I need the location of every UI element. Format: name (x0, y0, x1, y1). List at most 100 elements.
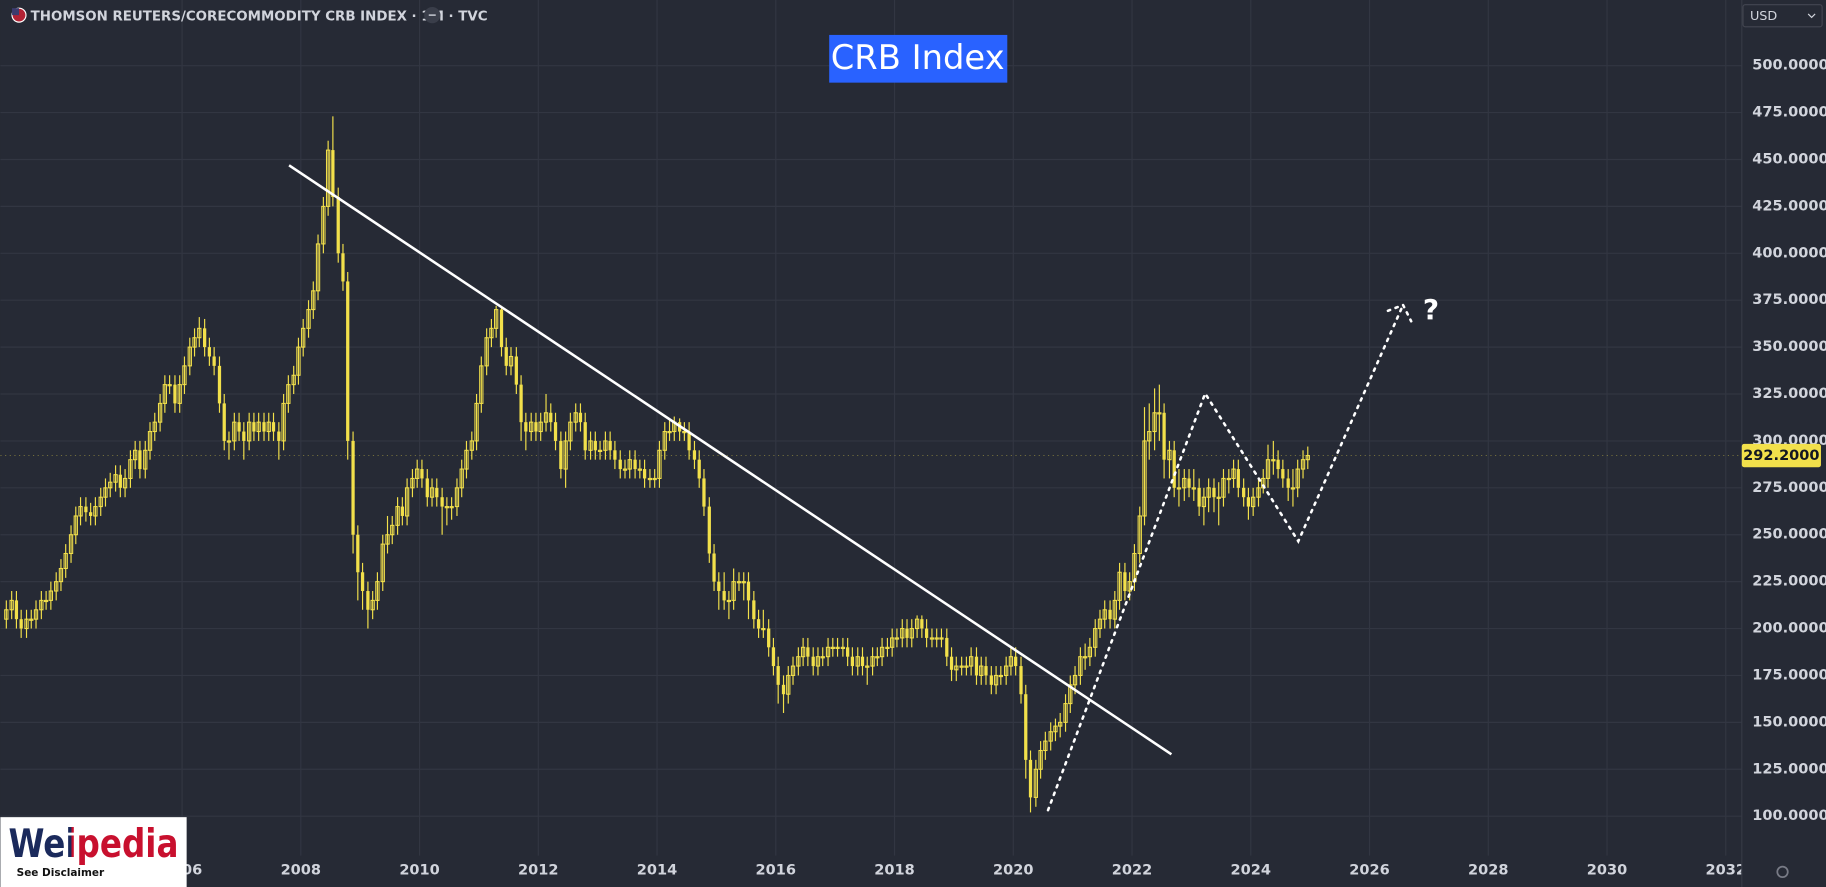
candle-body (296, 346, 301, 376)
candle-body (1256, 487, 1261, 498)
candle-body (390, 524, 395, 536)
candle-body (479, 365, 484, 404)
candle-body (865, 665, 870, 668)
candle-body (776, 666, 780, 685)
candle-body (697, 459, 701, 479)
candle-body (366, 591, 370, 610)
candle-body (637, 468, 642, 471)
candle-body (549, 412, 553, 423)
candle-body (529, 421, 534, 433)
candle-body (494, 309, 499, 329)
candle-body (138, 450, 142, 470)
currency[interactable]: USD (1750, 9, 1777, 24)
candle-body (603, 440, 608, 451)
candle-body (113, 474, 118, 483)
candle-body (830, 646, 835, 649)
candle-body (559, 440, 563, 470)
candle-body (692, 450, 697, 460)
candle-body (1137, 515, 1142, 555)
candle-body (746, 581, 751, 601)
candle-body (380, 543, 385, 583)
candle-body (790, 665, 796, 676)
candle-body (998, 674, 1003, 678)
y-tick-label: 125.0000 (1752, 760, 1826, 777)
candle-body (4, 609, 9, 620)
candle-body (879, 646, 885, 658)
candle-body (825, 646, 831, 658)
candle-body (736, 581, 742, 584)
candle-body (1087, 646, 1093, 658)
candle-body (979, 665, 984, 676)
candle-body (752, 600, 756, 620)
candle-body (767, 628, 771, 648)
candle-body (1295, 468, 1300, 489)
candle-body (1231, 468, 1236, 479)
candle-body (262, 422, 266, 432)
candle-body (58, 567, 64, 583)
currency-button[interactable] (1742, 4, 1823, 28)
x-tick-label: 2028 (1468, 862, 1509, 879)
candle-body (1305, 455, 1310, 461)
candle-body (1053, 725, 1058, 733)
candle-body (1182, 477, 1187, 489)
candle-body (578, 412, 583, 423)
candle-body (949, 656, 954, 670)
candle-body (182, 365, 187, 386)
x-tick-label: 2020 (993, 862, 1034, 879)
candle-body (761, 628, 766, 631)
candle-body (1290, 487, 1296, 490)
candle-body (429, 487, 435, 498)
candle-body (1286, 478, 1290, 488)
candle-body (731, 581, 736, 601)
trend-line (288, 164, 1173, 756)
candle-body (39, 599, 44, 611)
candle-body (1097, 618, 1103, 630)
candle-body (232, 421, 237, 442)
candle-body (469, 440, 474, 451)
y-tick-label: 400.0000 (1752, 244, 1826, 261)
x-tick-label: 2032 (1706, 862, 1747, 879)
candle-body (1251, 496, 1256, 508)
candle-body (1201, 496, 1207, 508)
candle-body (717, 581, 721, 592)
candle-body (277, 431, 281, 441)
candle-body (726, 599, 732, 603)
settings-icon[interactable] (1776, 865, 1789, 878)
candle-body (247, 421, 252, 442)
candle-body (459, 468, 464, 489)
candle-body (1212, 487, 1216, 498)
candle-body (1172, 450, 1176, 488)
candle-body (964, 665, 969, 668)
y-tick-label: 175.0000 (1752, 666, 1826, 683)
candle-body (464, 449, 469, 470)
candle-body (454, 487, 460, 508)
x-tick-label: 2024 (1231, 862, 1272, 879)
candle-body (1112, 599, 1117, 620)
x-tick-label: 2016 (756, 862, 797, 879)
candle-body (33, 609, 39, 620)
drawings: ? (288, 164, 1439, 812)
candle-body (741, 581, 746, 584)
candle-body (133, 449, 138, 461)
candle-body (914, 618, 920, 630)
candle-body (192, 337, 197, 348)
candle-body (597, 449, 603, 452)
candle-body (870, 656, 875, 667)
candle-body (905, 628, 909, 638)
candle-body (118, 474, 122, 488)
candle-body (1108, 609, 1112, 620)
candle-body (157, 402, 163, 423)
candle-body (811, 656, 815, 667)
x-tick-label: 2014 (637, 862, 678, 879)
candle-body (14, 600, 19, 620)
x-tick-label: 2008 (281, 862, 322, 879)
candle-body (662, 431, 667, 451)
candle-body (197, 327, 202, 339)
candle-body (1221, 477, 1226, 498)
candle-body (395, 506, 400, 526)
candle-body (1162, 412, 1166, 460)
candle-body (474, 402, 479, 442)
candle-body (945, 637, 949, 657)
candle-body (370, 599, 375, 611)
candle-body (98, 496, 103, 508)
